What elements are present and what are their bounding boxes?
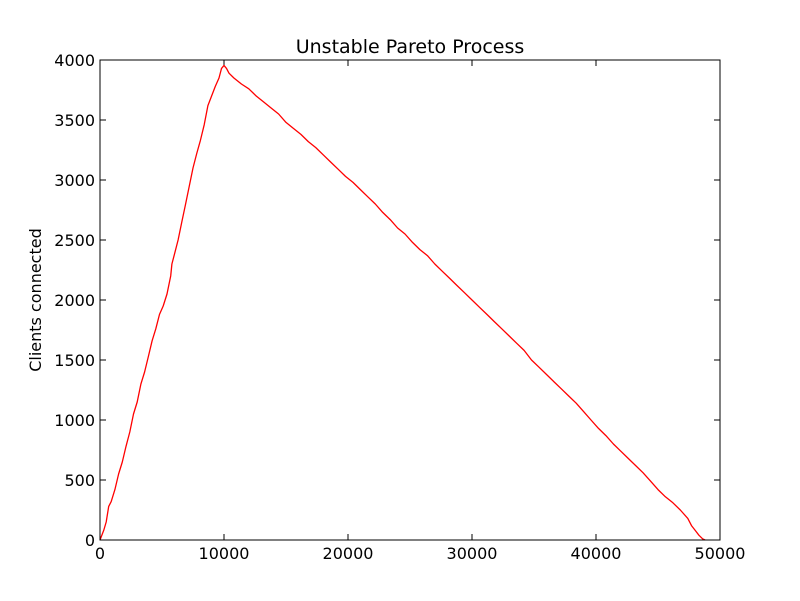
x-tick-label: 30000 xyxy=(447,544,498,563)
y-tick-label: 2500 xyxy=(54,231,95,250)
y-tick-label: 1000 xyxy=(54,411,95,430)
y-tick-label: 0 xyxy=(85,531,95,550)
x-tick-label: 0 xyxy=(95,544,105,563)
tick-layer: 0 10000 20000 30000 40000 50000 0 500 1000 1500 20… xyxy=(54,51,745,563)
plot-frame xyxy=(99,59,721,541)
y-axis-label: Clients connected xyxy=(26,228,45,372)
series-line-0 xyxy=(99,64,706,541)
x-tick-label: 20000 xyxy=(323,544,374,563)
x-tick-label: 50000 xyxy=(695,544,746,563)
y-tick-label: 3000 xyxy=(54,171,95,190)
y-tick-label: 2000 xyxy=(54,291,95,310)
x-tick-label: 40000 xyxy=(571,544,622,563)
series-layer xyxy=(99,64,706,541)
y-tick-label: 4000 xyxy=(54,51,95,70)
y-tick-label: 1500 xyxy=(54,351,95,370)
x-tick-label: 10000 xyxy=(199,544,250,563)
chart-title: Unstable Pareto Process xyxy=(296,36,525,58)
y-tick-label: 3500 xyxy=(54,111,95,130)
y-tick-label: 500 xyxy=(64,471,95,490)
